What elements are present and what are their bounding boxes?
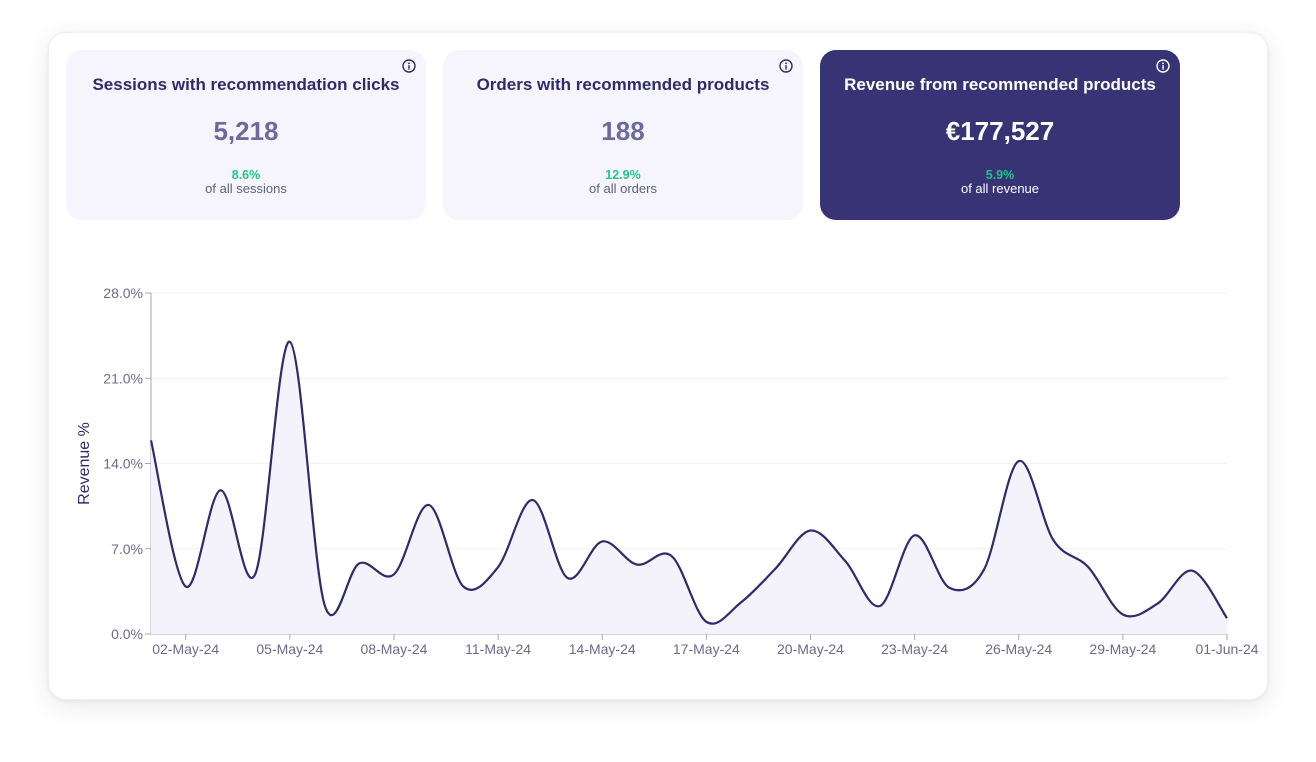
kpi-percent: 5.9% — [985, 168, 1015, 182]
data-point — [427, 503, 431, 507]
data-point — [947, 586, 951, 590]
x-tick-label: 29-May-24 — [1089, 641, 1156, 657]
data-point — [323, 603, 327, 607]
data-point — [1017, 459, 1021, 463]
kpi-percent: 12.9% — [605, 168, 641, 182]
kpi-card-revenue[interactable]: Revenue from recommended products €177,5… — [820, 50, 1180, 220]
data-point — [600, 539, 604, 543]
y-tick-label: 28.0% — [103, 285, 143, 301]
data-point — [392, 572, 396, 576]
x-tick-label: 01-Jun-24 — [1195, 641, 1258, 657]
data-point — [184, 585, 188, 589]
kpi-subtitle: of all sessions — [205, 181, 287, 196]
kpi-percent: 8.6% — [231, 168, 261, 182]
data-point — [357, 561, 361, 565]
kpi-value: 5,218 — [213, 116, 279, 146]
data-point — [670, 554, 674, 558]
info-icon[interactable] — [779, 59, 793, 73]
data-point — [496, 565, 500, 569]
data-point — [913, 533, 917, 537]
data-point — [1190, 569, 1194, 573]
kpi-card-sessions[interactable]: Sessions with recommendation clicks 5,21… — [66, 50, 426, 220]
info-icon[interactable] — [1156, 59, 1170, 73]
kpi-value: €177,527 — [945, 116, 1055, 146]
y-tick-label: 21.0% — [103, 370, 143, 386]
y-tick-label: 7.0% — [111, 541, 143, 557]
data-point — [1121, 613, 1125, 617]
data-point — [635, 563, 639, 567]
data-point — [1156, 602, 1160, 606]
kpi-title: Revenue from recommended products — [844, 75, 1156, 94]
data-point — [1225, 616, 1229, 620]
x-tick-label: 23-May-24 — [881, 641, 948, 657]
data-point — [566, 576, 570, 580]
data-point — [531, 498, 535, 502]
kpi-value: 188 — [601, 116, 645, 146]
data-point — [1051, 538, 1055, 542]
y-tick-label: 14.0% — [103, 456, 143, 472]
data-point — [739, 600, 743, 604]
kpi-card-orders[interactable]: Orders with recommended products 188 12.… — [443, 50, 803, 220]
data-point — [774, 566, 778, 570]
series-line — [149, 340, 1228, 625]
kpi-subtitle: of all revenue — [960, 181, 1040, 196]
data-point — [149, 438, 153, 442]
x-tick-label: 05-May-24 — [256, 641, 323, 657]
data-point — [878, 604, 882, 608]
data-point — [1086, 565, 1090, 569]
kpi-title: Orders with recommended products — [476, 75, 770, 94]
data-point — [808, 528, 812, 532]
y-axis-title: Revenue % — [76, 422, 93, 505]
data-point — [461, 585, 465, 589]
data-point — [982, 567, 986, 571]
data-point — [843, 559, 847, 563]
info-icon[interactable] — [402, 59, 416, 73]
x-tick-label: 08-May-24 — [361, 641, 428, 657]
x-tick-label: 02-May-24 — [152, 641, 219, 657]
data-point — [218, 488, 222, 492]
series-area — [151, 341, 1227, 634]
x-tick-label: 14-May-24 — [569, 641, 636, 657]
data-point — [288, 340, 292, 344]
y-tick-label: 0.0% — [111, 626, 143, 642]
x-tick-label: 17-May-24 — [673, 641, 740, 657]
x-tick-label: 26-May-24 — [985, 641, 1052, 657]
x-tick-label: 20-May-24 — [777, 641, 844, 657]
data-point — [704, 620, 708, 624]
data-point — [253, 572, 257, 576]
kpi-subtitle: of all orders — [589, 181, 657, 196]
kpi-title: Sessions with recommendation clicks — [92, 75, 400, 94]
x-tick-label: 11-May-24 — [465, 641, 531, 657]
